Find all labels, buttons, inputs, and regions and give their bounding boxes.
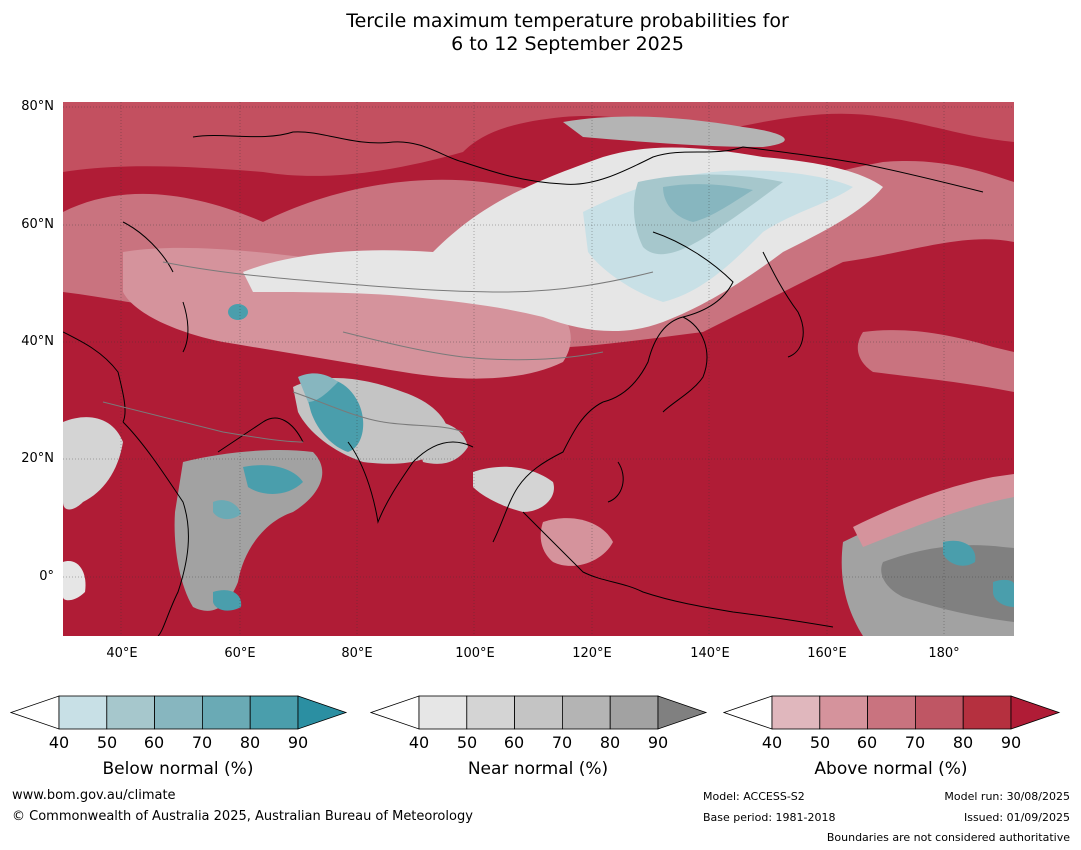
probability-map (63, 102, 1014, 636)
region-caspian-blue (228, 304, 248, 320)
region-arctic-grey (563, 116, 785, 147)
lat-label-60n: 60°N (21, 217, 54, 232)
cbar-above-tick-80: 80 (952, 733, 974, 752)
region-pacific-pink-halo (853, 474, 1014, 547)
cbar-swatch (609, 695, 659, 730)
lon-label-60e: 60°E (224, 646, 256, 661)
cbar-below-label: Below normal (%) (102, 759, 254, 779)
region-indochina-grey (473, 466, 554, 512)
cbar-near-tick-80: 80 (599, 733, 621, 752)
cbar-right-arrow (657, 695, 708, 730)
cbar-swatch (561, 695, 611, 730)
cbar-near-tick-90: 90 (647, 733, 669, 752)
region-arabia-light (63, 417, 123, 510)
cbar-swatch (466, 695, 516, 730)
cbar-near-tick-50: 50 (456, 733, 478, 752)
region-indian-ocean-blue (213, 590, 242, 611)
cbar-swatch (867, 695, 916, 730)
title-line-1: Tercile maximum temperature probabilitie… (346, 10, 789, 32)
cbar-below-tick-50: 50 (96, 733, 118, 752)
cbar-swatch (154, 695, 203, 730)
region-east-siberia-darker (663, 184, 753, 222)
region-somalia-blue (213, 500, 241, 520)
lat-label-80n: 80°N (21, 99, 54, 114)
title-line-2: 6 to 12 September 2025 (451, 33, 684, 55)
lon-label-40e: 40°E (106, 646, 138, 661)
cbar-near-tick-70: 70 (551, 733, 573, 752)
cbar-below-tick-60: 60 (143, 733, 165, 752)
region-bay-of-bengal-grey (413, 420, 468, 464)
cbar-swatch (58, 695, 108, 730)
cbar-swatch (418, 695, 468, 730)
cbar-near-tick-60: 60 (503, 733, 525, 752)
colorbar-above-normal (723, 695, 1061, 730)
cbar-above-tick-70: 70 (904, 733, 926, 752)
cbar-above-tick-60: 60 (856, 733, 878, 752)
cbar-right-arrow (297, 695, 348, 730)
lat-label-0: 0° (39, 569, 54, 584)
cbar-swatch (962, 695, 1012, 730)
lat-label-40n: 40°N (21, 334, 54, 349)
region-horn-white (63, 561, 86, 601)
footer-issued: Issued: 01/09/2025 (963, 811, 1070, 824)
lon-label-140e: 140°E (690, 646, 730, 661)
region-north-pacific-light (857, 330, 1014, 392)
cbar-left-arrow (723, 695, 773, 730)
colorbar-near-normal (370, 695, 708, 730)
lon-label-80e: 80°E (341, 646, 373, 661)
region-borneo-grey (540, 518, 613, 566)
lon-label-100e: 100°E (455, 646, 495, 661)
footer-copyright: © Commonwealth of Australia 2025, Austra… (12, 809, 473, 824)
cbar-above-tick-40: 40 (761, 733, 783, 752)
region-pacific-blue-2 (993, 579, 1014, 607)
region-pacific-dark-grey (881, 545, 1014, 622)
footer-model: Model: ACCESS-S2 (703, 790, 805, 803)
cbar-below-tick-90: 90 (287, 733, 309, 752)
cbar-swatch (514, 695, 563, 730)
region-arctic-pink (63, 102, 1014, 176)
cbar-left-arrow (370, 695, 420, 730)
map-title: Tercile maximum temperature probabilitie… (0, 10, 1081, 56)
region-arabian-sea-blue (243, 465, 303, 494)
cbar-below-tick-40: 40 (48, 733, 70, 752)
cbar-swatch (249, 695, 299, 730)
cbar-below-tick-70: 70 (191, 733, 213, 752)
colorbar-below-normal (10, 695, 348, 730)
country-borders (102, 261, 654, 443)
cbar-above-tick-50: 50 (809, 733, 831, 752)
region-pacific-blue (943, 540, 976, 566)
cbar-swatch (819, 695, 869, 730)
lon-label-160e: 160°E (807, 646, 847, 661)
cbar-swatch (106, 695, 156, 730)
footer-model-run: Model run: 30/08/2025 (944, 790, 1070, 803)
footer-base-period: Base period: 1981-2018 (703, 811, 836, 824)
cbar-near-tick-40: 40 (408, 733, 430, 752)
cbar-near-label: Near normal (%) (467, 759, 609, 779)
region-himalaya-blue-halo (298, 373, 338, 402)
lat-label-20n: 20°N (21, 451, 54, 466)
footer-boundaries-note: Boundaries are not considered authoritat… (826, 831, 1070, 844)
cbar-below-tick-80: 80 (239, 733, 261, 752)
cbar-above-label: Above normal (%) (814, 759, 968, 779)
coastlines (63, 131, 984, 636)
cbar-swatch (201, 695, 251, 730)
footer-url[interactable]: www.bom.gov.au/climate (12, 788, 176, 803)
lon-label-120e: 120°E (572, 646, 612, 661)
cbar-above-tick-90: 90 (1000, 733, 1022, 752)
cbar-right-arrow (1010, 695, 1061, 730)
lon-label-180: 180° (928, 646, 960, 661)
cbar-left-arrow (10, 695, 60, 730)
cbar-swatch (771, 695, 821, 730)
cbar-swatch (914, 695, 964, 730)
graticule (63, 102, 1014, 636)
